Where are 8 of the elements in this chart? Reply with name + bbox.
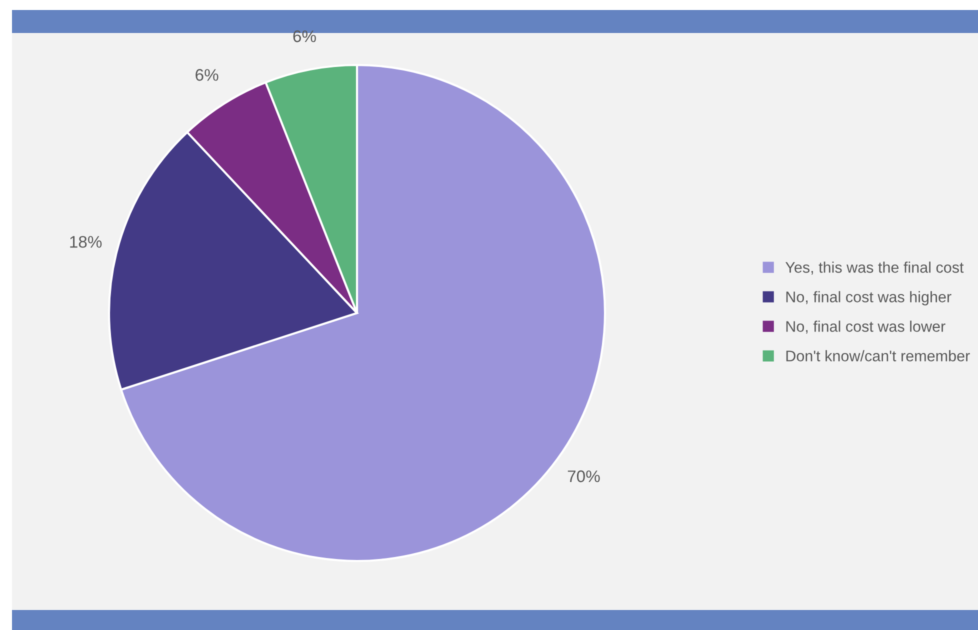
legend-label: No, final cost was lower: [786, 320, 946, 334]
legend-label: No, final cost was higher: [786, 291, 952, 306]
data-label: 6%: [293, 30, 316, 42]
data-label: 70%: [568, 470, 600, 482]
data-label: 6%: [196, 69, 218, 81]
legend-label: Don't know/can't remember: [786, 350, 970, 362]
data-label: 18%: [70, 236, 102, 248]
legend-label: Yes, this was the final cost: [785, 262, 964, 275]
